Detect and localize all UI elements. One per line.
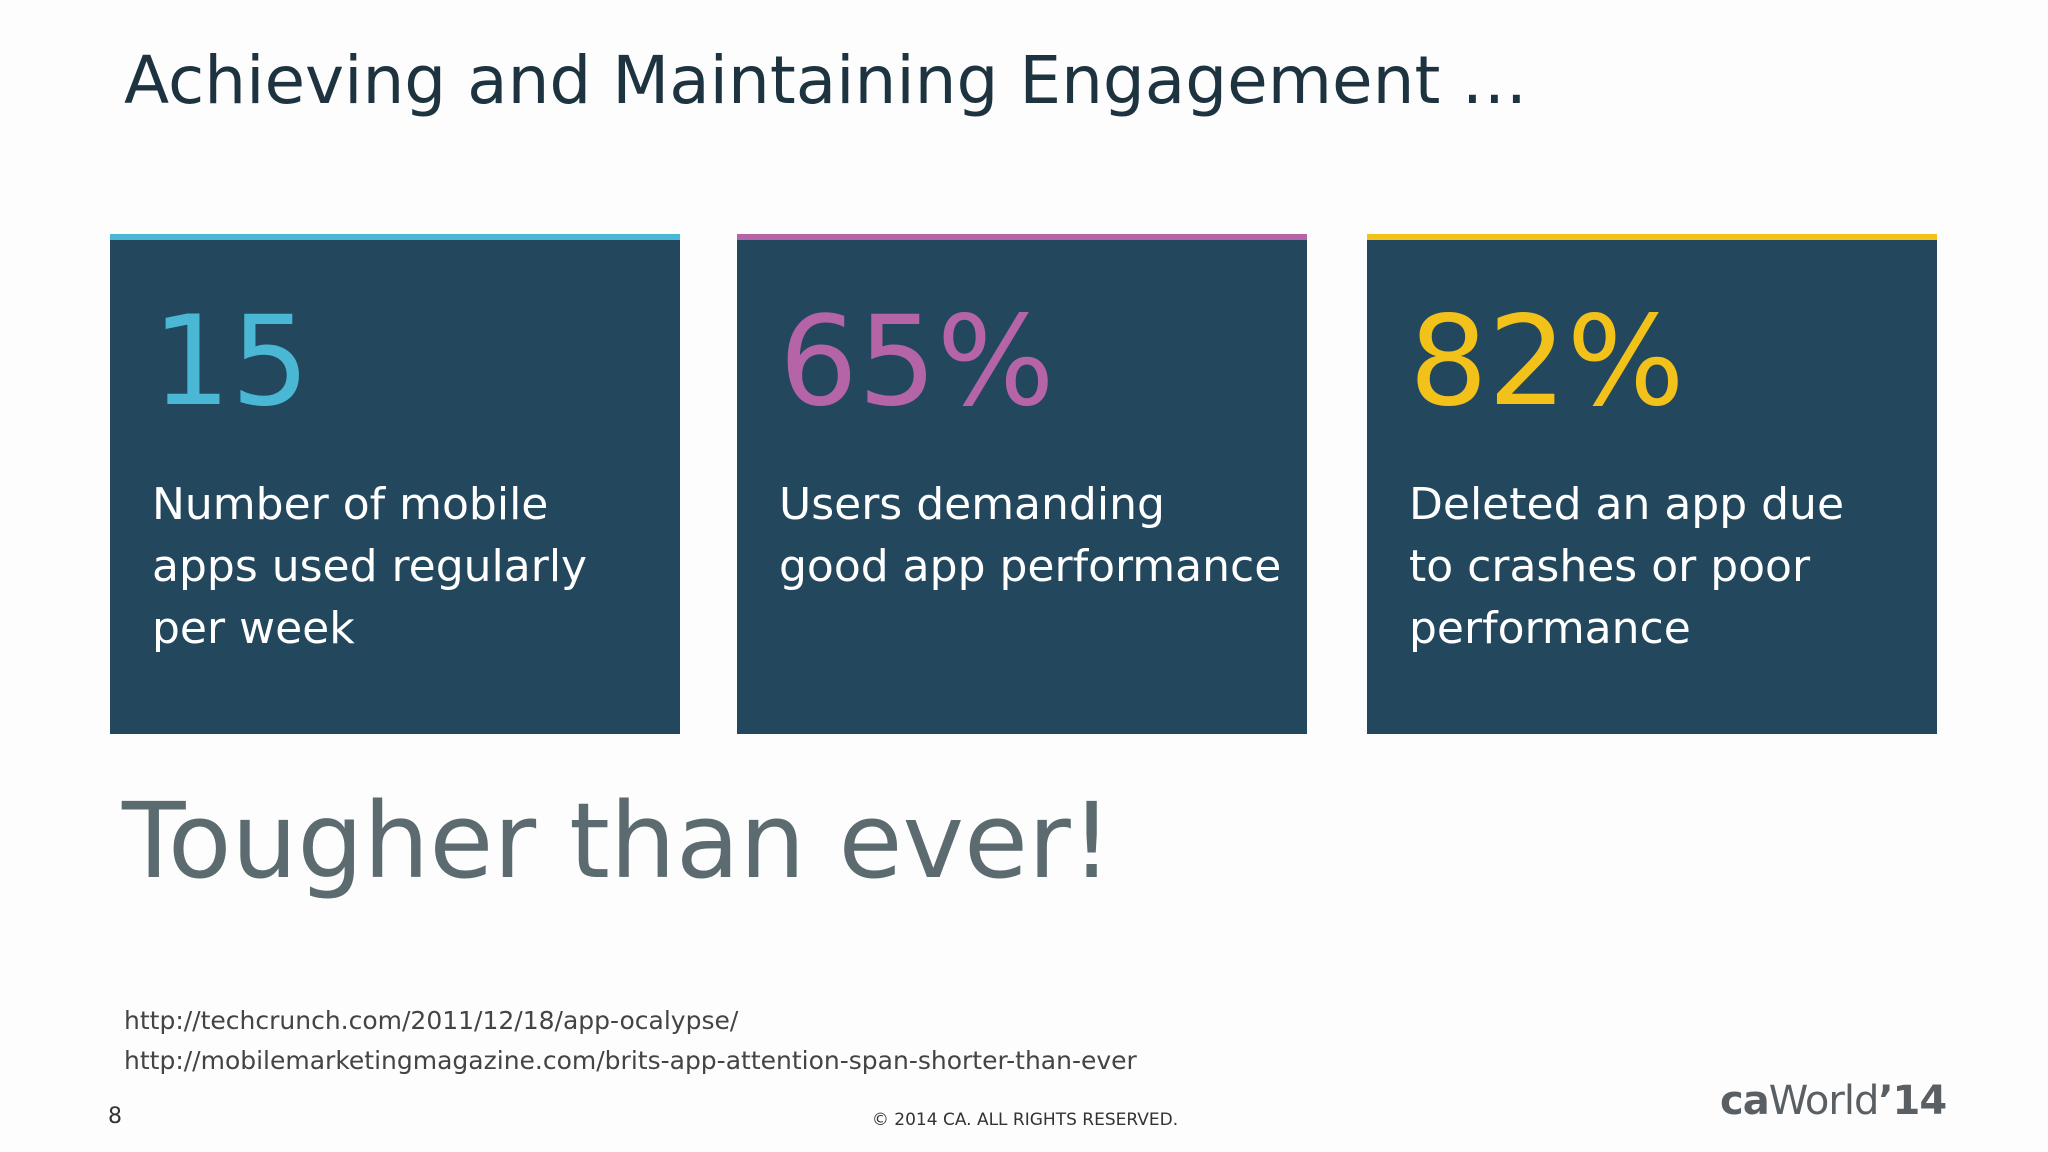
stat-description: Number of mobile apps used regularly per w… <box>152 474 587 660</box>
description-line: per week <box>152 603 355 654</box>
logo: caWorld’14 <box>1720 1078 1947 1124</box>
headline: Tougher than ever! <box>122 780 1113 902</box>
description-line: to crashes or poor <box>1409 541 1811 592</box>
stat-description: Deleted an app due to crashes or poor perf… <box>1409 474 1844 660</box>
description-line: good app performance <box>779 541 1282 592</box>
card-accent <box>737 234 1307 240</box>
stat-card: 65% Users demanding good app performance <box>737 234 1307 734</box>
description-line: Deleted an app due <box>1409 479 1845 530</box>
slide-title: Achieving and Maintaining Engagement … <box>124 42 1528 119</box>
copyright: © 2014 CA. ALL RIGHTS RESERVED. <box>871 1110 1179 1130</box>
stat-value: 82% <box>1409 290 1685 434</box>
logo-brand: ca <box>1720 1078 1770 1124</box>
stat-card: 15 Number of mobile apps used regularly per… <box>110 234 680 734</box>
description-line: performance <box>1409 603 1691 654</box>
description-line: Users demanding <box>779 479 1165 530</box>
page-number: 8 <box>108 1104 122 1129</box>
source-link: http://techcrunch.com/2011/12/18/app-oca… <box>124 1006 739 1035</box>
stat-description: Users demanding good app performance <box>779 474 1281 598</box>
stat-card: 82% Deleted an app due to crashes or poor p… <box>1367 234 1937 734</box>
source-link: http://mobilemarketingmagazine.com/brits… <box>124 1046 1137 1075</box>
logo-year: ’14 <box>1878 1078 1947 1124</box>
description-line: apps used regularly <box>152 541 588 592</box>
logo-event: World <box>1768 1078 1880 1124</box>
stat-value: 65% <box>779 290 1055 434</box>
description-line: Number of mobile <box>152 479 549 530</box>
card-accent <box>1367 234 1937 240</box>
stat-value: 15 <box>152 290 310 434</box>
card-accent <box>110 234 680 240</box>
